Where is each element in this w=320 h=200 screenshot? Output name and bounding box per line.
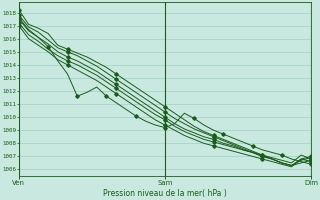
X-axis label: Pression niveau de la mer( hPa ): Pression niveau de la mer( hPa ) <box>103 189 227 198</box>
